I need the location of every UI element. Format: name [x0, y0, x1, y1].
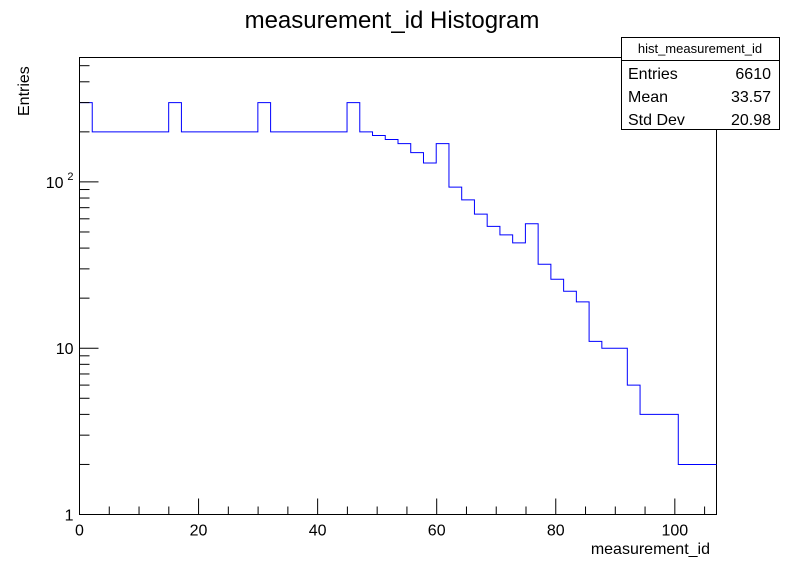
x-tick-label: 100: [661, 523, 688, 540]
x-tick-label: 60: [428, 523, 446, 540]
x-axis-label: measurement_id: [591, 541, 710, 558]
stats-mean-value: 33.57: [731, 89, 771, 106]
y-tick-label: 10: [46, 175, 64, 192]
stats-legend-title: hist_measurement_id: [638, 41, 762, 56]
stats-entries-label: Entries: [628, 66, 678, 83]
stats-stddev-value: 20.98: [731, 112, 771, 129]
stats-legend-box: [621, 37, 780, 130]
stats-stddev-label: Std Dev: [628, 112, 685, 129]
histogram-series-line: [79, 102, 717, 465]
x-tick-label: 80: [547, 523, 565, 540]
plot-frame: [79, 57, 717, 515]
stats-legend: hist_measurement_id Entries 6610 Mean 33…: [621, 37, 780, 130]
stats-mean-label: Mean: [628, 89, 668, 106]
x-axis: 0 20 40 60 80 100: [75, 498, 706, 540]
y-tick-label: 10: [56, 341, 74, 358]
x-tick-label: 20: [190, 523, 208, 540]
stats-entries-value: 6610: [735, 66, 771, 83]
y-tick-label: 1: [65, 508, 74, 525]
chart-title: measurement_id Histogram: [245, 7, 540, 34]
x-tick-label: 0: [75, 523, 84, 540]
y-tick-exponent: 2: [67, 171, 73, 183]
y-axis-label: Entries: [16, 66, 33, 116]
x-tick-label: 40: [309, 523, 327, 540]
